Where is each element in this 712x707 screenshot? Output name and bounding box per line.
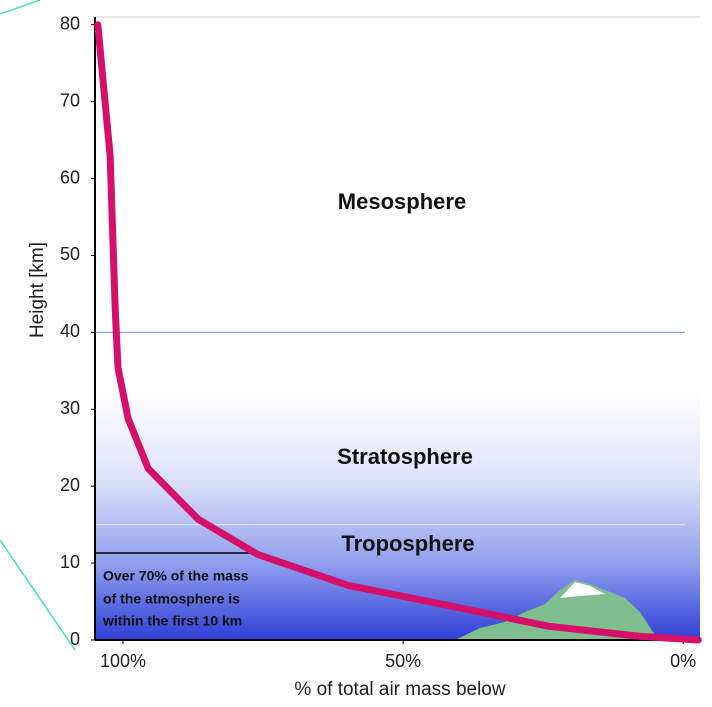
decor-line — [0, 0, 40, 14]
chart: Mesosphere Stratosphere Troposphere Over… — [0, 0, 712, 707]
y-tick-label: 20 — [60, 475, 80, 495]
layer-label: Mesosphere — [338, 189, 466, 214]
y-tick-label: 10 — [60, 552, 80, 572]
y-tick-label: 80 — [60, 13, 80, 33]
x-tick-label: 100% — [100, 651, 146, 671]
y-tick-label: 70 — [60, 90, 80, 110]
y-tick-label: 0 — [70, 629, 80, 649]
x-axis-label: % of total air mass below — [294, 679, 505, 700]
layer-label: Stratosphere — [337, 444, 473, 469]
y-tick-label: 30 — [60, 398, 80, 418]
x-tick-label: 0% — [670, 651, 696, 671]
x-tick-label: 50% — [385, 651, 421, 671]
y-tick-label: 50 — [60, 244, 80, 264]
y-tick-label: 60 — [60, 167, 80, 187]
y-axis-label: Height [km] — [27, 242, 48, 338]
note-text: of the atmosphere is — [103, 591, 240, 607]
note-text: Over 70% of the mass — [103, 568, 249, 584]
note-text: within the first 10 km — [102, 613, 242, 629]
y-tick-label: 40 — [60, 321, 80, 341]
layer-label: Troposphere — [341, 531, 474, 556]
